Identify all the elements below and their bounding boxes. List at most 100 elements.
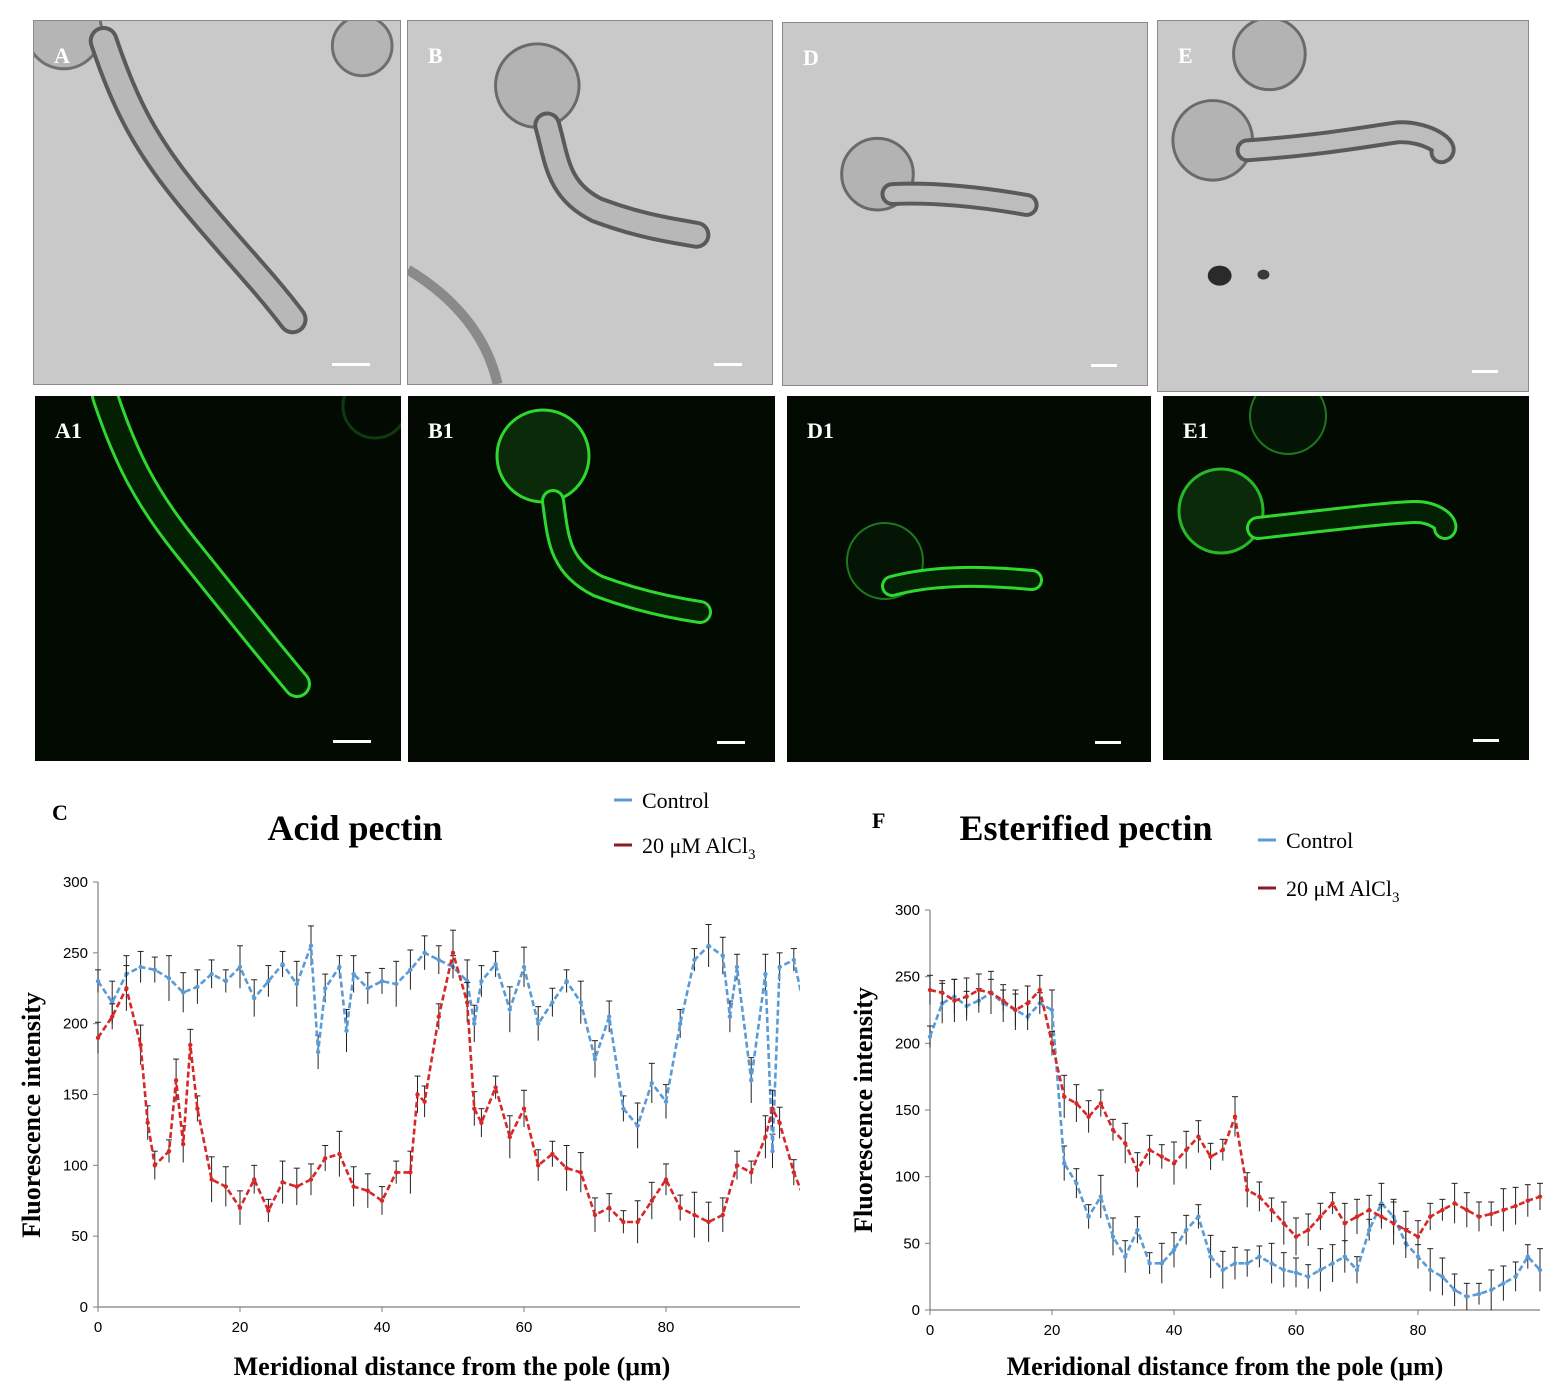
data-point (763, 1134, 768, 1140)
y-tick-label: 300 (63, 874, 88, 891)
data-point (1476, 1291, 1482, 1297)
data-point (1489, 1211, 1494, 1217)
y-tick-label: 150 (63, 1087, 88, 1104)
data-point (521, 1106, 527, 1111)
data-point (1464, 1294, 1469, 1299)
pollen-tube-image (408, 42, 711, 384)
data-point (209, 1177, 214, 1182)
data-point (1354, 1214, 1360, 1219)
data-point (1269, 1207, 1274, 1213)
data-point (1501, 1281, 1506, 1286)
fluorescent-tube-image (495, 408, 712, 624)
data-point (195, 984, 200, 990)
legend: Control 20 μM AlCl3 (1258, 828, 1399, 906)
series-line-control (96, 944, 800, 1152)
data-point (749, 1170, 754, 1175)
y-tick-label: 50 (903, 1235, 920, 1252)
chart-acid-pectin: C Acid pectin Control 20 μM AlCl3 Fluore… (0, 770, 800, 1390)
data-point (507, 1134, 512, 1140)
x-tick-label: 20 (1044, 1322, 1061, 1339)
panel-label: D1 (807, 418, 834, 443)
data-point (337, 964, 342, 970)
data-point (1074, 1181, 1079, 1186)
pollen-tube-image (1171, 21, 1456, 286)
data-point (436, 1014, 441, 1019)
data-point (1025, 1001, 1030, 1006)
y-tick-label: 100 (895, 1169, 920, 1186)
data-point (422, 950, 427, 956)
data-point (252, 1177, 257, 1182)
data-point (1415, 1234, 1421, 1239)
data-point (1257, 1194, 1262, 1199)
data-point (408, 967, 413, 973)
data-point (365, 986, 370, 991)
data-point (791, 957, 796, 963)
data-point (1452, 1201, 1457, 1206)
data-point (1110, 1234, 1116, 1239)
data-point (138, 964, 143, 970)
data-point (564, 978, 569, 984)
data-point (110, 1014, 115, 1019)
x-tick-label: 80 (658, 1319, 675, 1336)
panel-label: B1 (428, 418, 454, 443)
data-point (95, 1035, 101, 1041)
data-point (988, 990, 994, 995)
data-point (1525, 1254, 1530, 1259)
data-point (493, 1085, 498, 1090)
data-point (1318, 1267, 1323, 1273)
data-point (465, 1000, 470, 1005)
y-axis-label: Fluorescence intensity (849, 987, 878, 1233)
data-point (521, 964, 527, 970)
micrograph-E: E (1157, 20, 1529, 392)
data-point (1062, 1094, 1067, 1099)
data-point (351, 971, 356, 977)
data-point (749, 1078, 754, 1083)
data-point (1306, 1274, 1311, 1279)
data-point (720, 953, 725, 958)
data-point (1086, 1214, 1091, 1219)
data-point (1403, 1227, 1408, 1233)
data-point (1330, 1201, 1335, 1206)
data-point (1049, 1041, 1055, 1046)
chart-title: Esterified pectin (960, 808, 1213, 848)
data-point (1086, 1114, 1091, 1119)
scale-bar (332, 363, 370, 366)
data-point (1098, 1101, 1103, 1106)
data-point (1208, 1154, 1213, 1159)
data-point (394, 981, 399, 987)
data-point (1330, 1261, 1335, 1266)
scale-bar (714, 363, 742, 366)
scale-bar (333, 740, 371, 743)
data-point (1501, 1207, 1506, 1213)
data-point (635, 1123, 640, 1128)
scale-bar (717, 741, 745, 744)
data-point (237, 1205, 243, 1211)
data-point (479, 1120, 484, 1126)
data-point (479, 978, 484, 984)
data-point (763, 971, 768, 977)
y-tick-label: 250 (63, 945, 88, 962)
data-point (706, 1219, 711, 1225)
data-point (1354, 1267, 1360, 1273)
data-point (692, 957, 697, 963)
data-point (1476, 1214, 1482, 1219)
panel-label: E (1178, 43, 1193, 68)
data-point (1281, 1267, 1286, 1273)
data-point (1123, 1141, 1128, 1146)
x-tick-label: 20 (232, 1319, 249, 1336)
data-point (266, 978, 271, 984)
data-point (952, 998, 957, 1003)
chart-panel-label: C (52, 800, 68, 825)
data-point (1415, 1254, 1421, 1259)
data-point (1196, 1134, 1201, 1139)
y-tick-label: 0 (912, 1302, 920, 1319)
y-tick-label: 300 (895, 902, 920, 919)
chart-panel-label: F (872, 808, 885, 833)
data-point (578, 1170, 583, 1175)
data-point (472, 1106, 477, 1111)
data-point (734, 1163, 740, 1168)
data-point (678, 1205, 683, 1211)
data-point (607, 1014, 612, 1019)
micrograph-D: D (782, 22, 1148, 386)
data-point (223, 978, 228, 984)
